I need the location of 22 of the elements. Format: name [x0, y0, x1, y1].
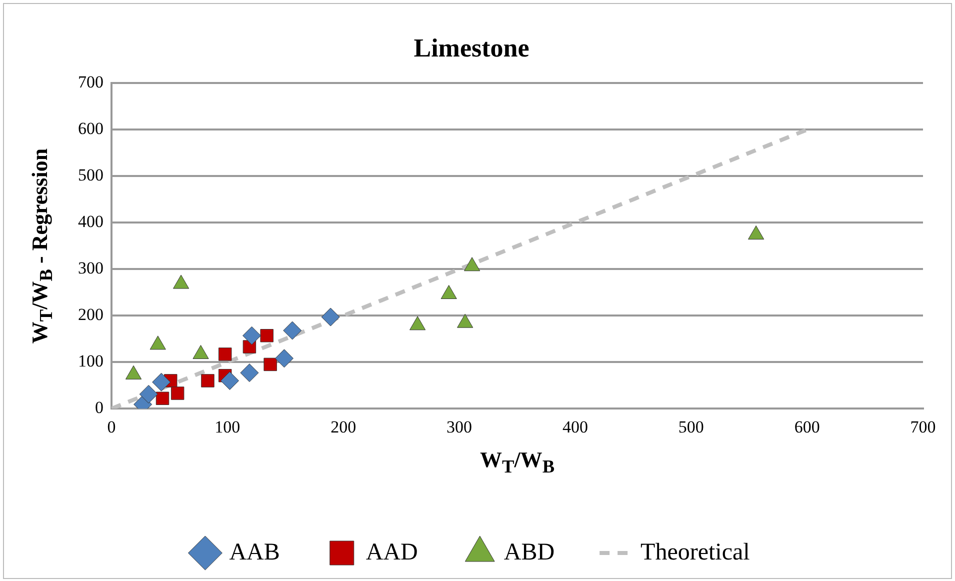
- y-tick-label: 300: [78, 258, 104, 278]
- y-tick-label: 500: [78, 166, 104, 185]
- x-tick-label: 400: [562, 417, 588, 436]
- y-tick-label: 700: [78, 72, 104, 92]
- legend-label: ABD: [504, 539, 555, 566]
- x-tick-label: 200: [330, 417, 356, 436]
- y-tick-label: 0: [95, 398, 104, 418]
- x-tick-label: 0: [107, 417, 116, 436]
- y-tick-label: 600: [78, 119, 104, 138]
- chart-title: Limestone: [414, 33, 530, 62]
- y-tick-label: 400: [78, 212, 104, 232]
- legend-label: AAB: [229, 539, 280, 566]
- y-tick-label: 200: [78, 305, 104, 324]
- x-tick-label: 300: [446, 417, 472, 436]
- x-tick-label: 500: [678, 417, 704, 436]
- legend-label: Theoretical: [640, 539, 750, 566]
- x-axis-title: W$_{T}$/W$_{B}$: [480, 446, 555, 477]
- x-tick-label: 700: [910, 417, 936, 436]
- y-tick-label: 100: [78, 352, 104, 371]
- x-tick-label: 100: [214, 417, 240, 436]
- x-tick-label: 600: [794, 417, 820, 436]
- legend-label: AAD: [366, 539, 418, 566]
